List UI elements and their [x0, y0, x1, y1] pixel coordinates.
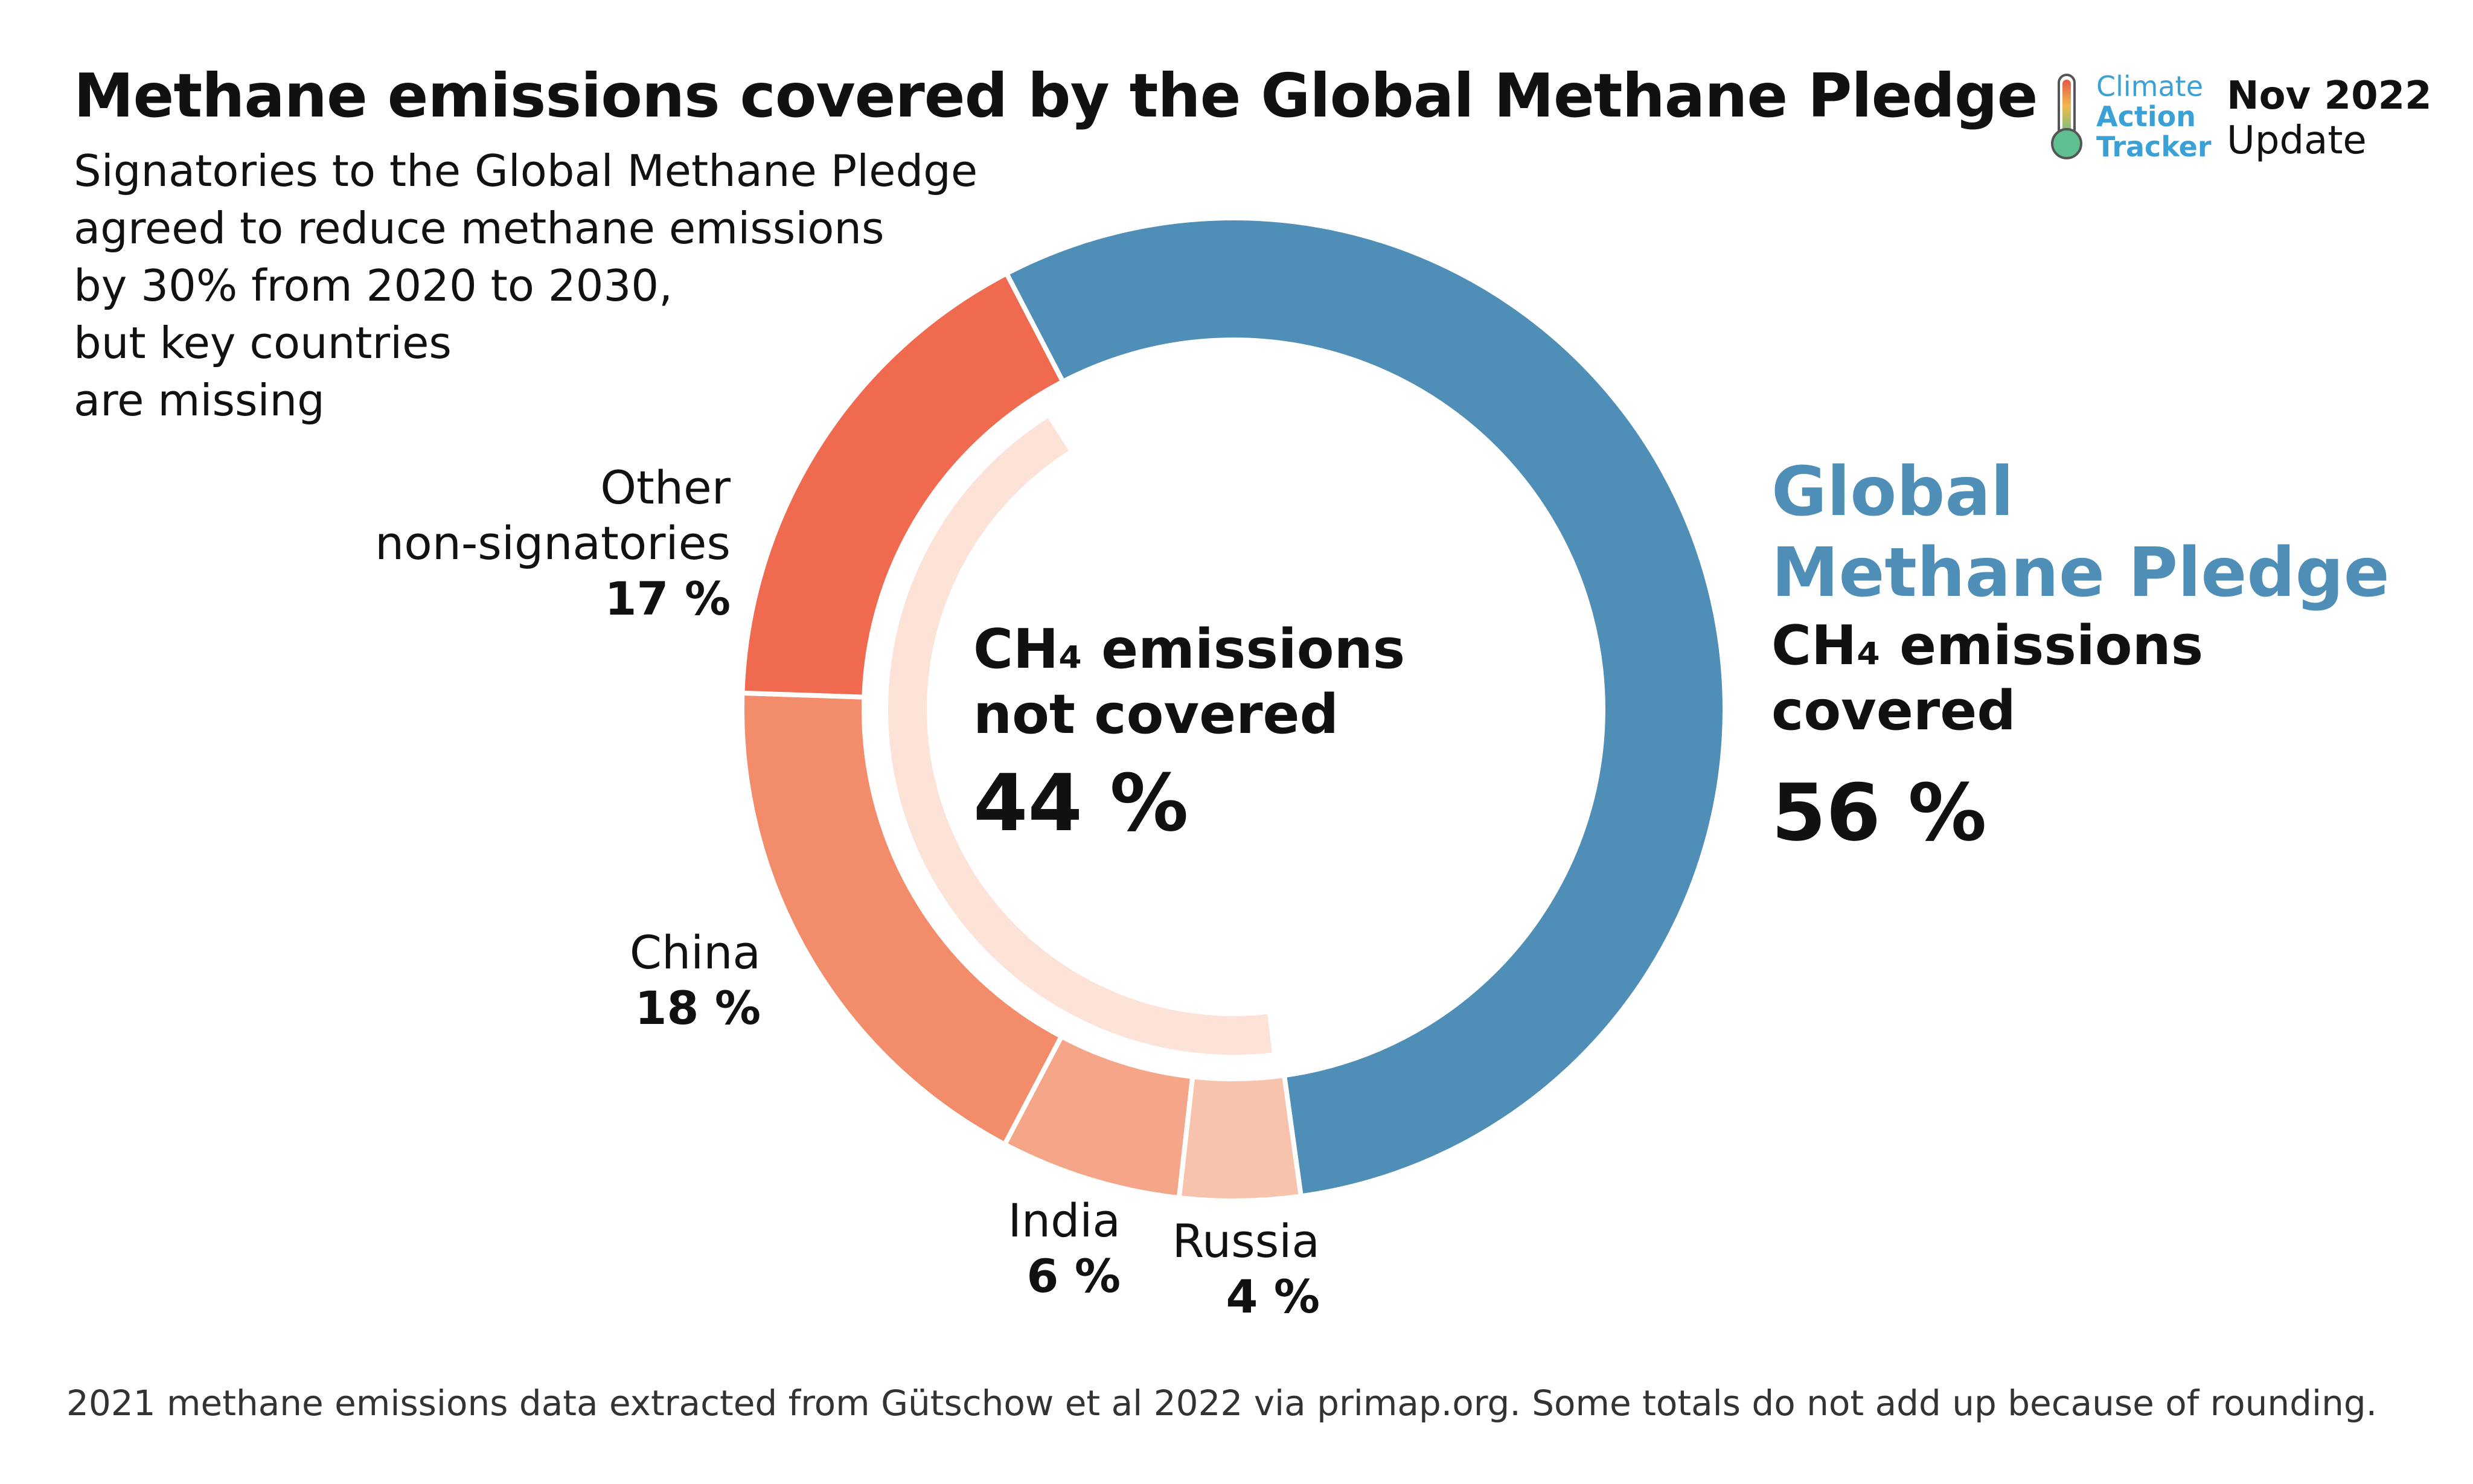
- covered-label: Global Methane Pledge CH₄ emissions cove…: [1771, 452, 2390, 859]
- label-india: India 6 %: [1008, 1193, 1121, 1304]
- chart-title: Methane emissions covered by the Global …: [74, 60, 2038, 131]
- slice-china: [740, 690, 1065, 1148]
- brand-logo: Climate Action Tracker: [2047, 71, 2212, 162]
- brand-line-climate: Climate: [2096, 70, 2204, 103]
- label-other-non-signatories: Other non-signatories 17 %: [375, 460, 731, 627]
- label-china: China 18 %: [630, 925, 761, 1036]
- brand-line-tracker: Tracker: [2096, 130, 2212, 163]
- subtitle-line: are missing: [74, 375, 325, 426]
- label-russia-name: Russia: [1172, 1214, 1320, 1268]
- subtitle-line: by 30% from 2020 to 2030,: [74, 260, 673, 311]
- chart-subtitle: Signatories to the Global Methane Pledge…: [74, 142, 1040, 429]
- pledge-line1: Global: [1771, 453, 2014, 531]
- not-covered-line2: not covered: [973, 683, 1339, 746]
- label-china-name: China: [629, 926, 761, 979]
- brand-line-action: Action: [2096, 100, 2196, 133]
- not-covered-label: CH₄ emissions not covered 44 %: [973, 617, 1406, 849]
- subtitle-line: agreed to reduce methane emissions: [74, 203, 885, 254]
- not-covered-line1: CH₄ emissions: [973, 618, 1406, 681]
- thermometer-icon: [2051, 74, 2082, 159]
- update-stamp: Nov 2022 Update: [2227, 74, 2432, 163]
- pledge-line2: Methane Pledge: [1771, 534, 2390, 612]
- label-india-pct: 6 %: [1026, 1249, 1121, 1303]
- update-date: Nov 2022: [2227, 74, 2432, 118]
- slice-russia: [1176, 1072, 1304, 1203]
- subtitle-line: Signatories to the Global Methane Pledge: [74, 146, 978, 196]
- not-covered-pct: 44 %: [973, 757, 1189, 849]
- label-russia-pct: 4 %: [1226, 1270, 1320, 1323]
- label-china-pct: 18 %: [635, 981, 761, 1035]
- covered-pct: 56 %: [1771, 767, 1987, 859]
- inner-arc-not-covered: [888, 418, 1272, 1055]
- subtitle-line: but key countries: [74, 318, 452, 368]
- label-other-pct: 17 %: [604, 572, 731, 625]
- covered-line2: covered: [1771, 679, 2016, 743]
- label-other-line2: non-signatories: [375, 516, 731, 570]
- update-word: Update: [2227, 118, 2367, 163]
- label-other-line1: Other: [600, 461, 731, 514]
- source-note: 2021 methane emissions data extracted fr…: [66, 1383, 2378, 1424]
- label-india-name: India: [1008, 1194, 1121, 1247]
- label-russia: Russia 4 %: [1173, 1214, 1320, 1325]
- slice-covered: [1003, 216, 1727, 1199]
- slice-other-non-signatories: [740, 270, 1066, 700]
- covered-line1: CH₄ emissions: [1771, 614, 2204, 677]
